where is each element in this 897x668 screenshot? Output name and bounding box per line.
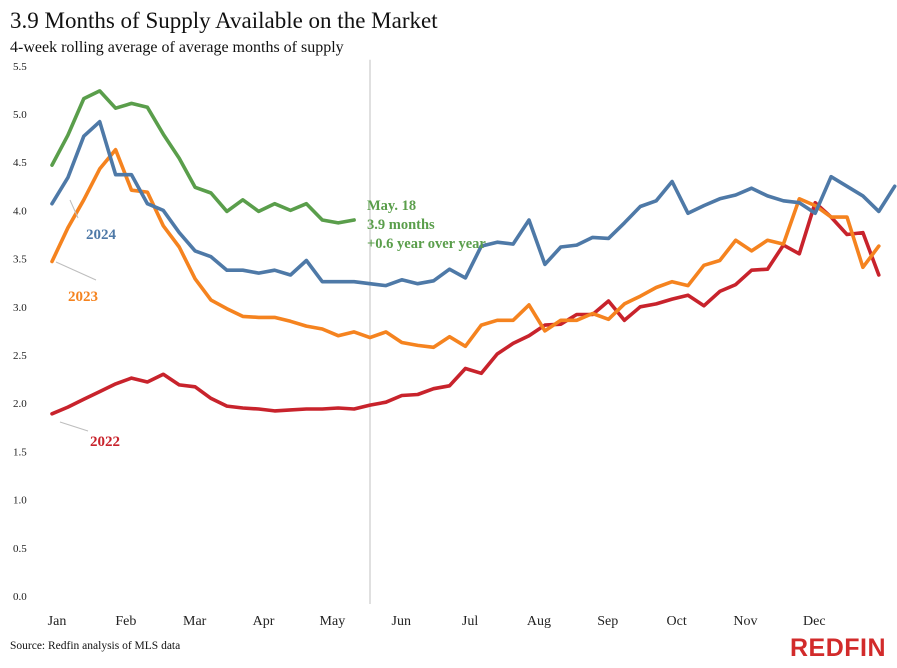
series-line-current — [50, 89, 356, 225]
x-tick-label: Jun — [392, 614, 411, 629]
x-tick-label: Jan — [48, 614, 67, 629]
y-tick-label: 3.5 — [13, 254, 27, 266]
y-tick-label: 4.5 — [13, 157, 27, 169]
x-tick-label: Mar — [183, 614, 207, 629]
y-tick-label: 0.0 — [13, 591, 27, 603]
x-tick-label: Nov — [733, 614, 757, 629]
x-tick-label: Oct — [667, 614, 687, 629]
y-tick-label: 1.5 — [13, 446, 27, 458]
y-tick-label: 1.0 — [13, 495, 27, 507]
annotation-line: +0.6 year over year — [367, 236, 486, 252]
series-line-2023 — [50, 147, 881, 350]
redfin-logo: REDFIN — [790, 634, 887, 662]
series-label-leader — [69, 199, 79, 219]
y-tick-label: 4.0 — [13, 205, 27, 217]
y-tick-label: 2.0 — [13, 398, 27, 410]
y-tick-label: 0.5 — [13, 543, 27, 555]
x-tick-label: Sep — [597, 614, 618, 629]
y-tick-label: 5.0 — [13, 109, 27, 121]
source-note: Source: Redfin analysis of MLS data — [10, 640, 181, 652]
series-label-leader — [59, 421, 89, 432]
x-tick-label: May — [320, 614, 346, 629]
x-tick-label: Feb — [115, 614, 136, 629]
series-line-2022 — [50, 200, 881, 416]
y-tick-label: 2.5 — [13, 350, 27, 362]
series-label-leader — [55, 261, 97, 281]
series-label-2023: 2023 — [68, 289, 98, 305]
line-chart: 0.0 0.5 1.0 1.5 2.0 2.5 3.0 3.5 4.0 4.5 5.0 5.5 Jan F… — [13, 59, 897, 629]
series-label-2022: 2022 — [90, 434, 120, 450]
annotation-line: 3.9 months — [367, 217, 435, 233]
series-line-2024 — [50, 119, 372, 286]
x-tick-label: Aug — [527, 614, 551, 629]
chart-subtitle: 4-week rolling average of average months… — [10, 39, 344, 56]
y-tick-label: 5.5 — [13, 61, 27, 73]
x-tick-label: Jul — [462, 614, 478, 629]
y-tick-label: 3.0 — [13, 302, 27, 314]
chart-title: 3.9 Months of Supply Available on the Ma… — [10, 8, 438, 33]
annotation-line: May. 18 — [367, 198, 416, 214]
series-line-2024-continued — [368, 174, 897, 288]
series-label-2024: 2024 — [86, 227, 117, 243]
x-tick-label: Apr — [253, 614, 275, 629]
x-tick-label: Dec — [803, 614, 826, 629]
